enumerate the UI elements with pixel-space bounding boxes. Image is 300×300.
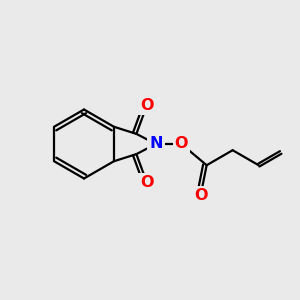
Text: O: O xyxy=(194,188,207,203)
Text: N: N xyxy=(149,136,163,152)
Text: O: O xyxy=(140,98,154,113)
Text: O: O xyxy=(175,136,188,152)
Text: O: O xyxy=(140,175,154,190)
